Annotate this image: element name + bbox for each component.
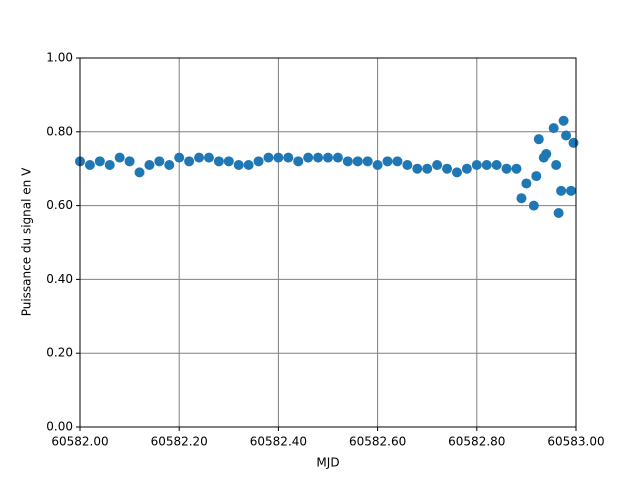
point [461,163,472,174]
point [94,156,105,167]
point [392,156,403,167]
point [471,160,482,171]
point [556,185,567,196]
x-axis-label: MJD [316,456,339,470]
point [313,152,324,163]
point [164,160,175,171]
point [174,152,185,163]
point [223,156,234,167]
plot-frame [79,57,577,428]
point [283,152,294,163]
point [203,152,214,163]
point [548,123,559,134]
point [144,160,155,171]
point [323,152,333,163]
point [303,152,314,163]
point [104,160,115,171]
point [422,163,433,174]
point [566,185,577,196]
point [362,156,373,167]
point [551,160,562,171]
x-tick-label: 60583.00 [547,435,604,449]
point [412,163,423,174]
point [558,115,569,126]
x-tick-label: 60582.60 [349,435,406,449]
point [233,160,244,171]
x-tick-label: 60582.20 [151,435,208,449]
point [124,156,135,167]
point [432,160,443,171]
point [528,200,539,211]
x-tick-label: 60582.80 [448,435,505,449]
point [352,156,363,167]
y-tick-label: 0.80 [46,124,73,138]
point [451,167,462,178]
point [114,152,125,163]
point [442,163,453,174]
y-tick-label: 0.00 [46,420,73,434]
point [561,130,572,141]
point [501,163,512,174]
point [342,156,353,167]
x-tick-label: 60582.00 [51,435,108,449]
point [243,160,254,171]
point [511,163,522,174]
point [184,156,195,167]
point [541,148,552,159]
point [194,152,205,163]
y-tick-label: 0.60 [46,198,73,212]
point [263,152,274,163]
point [481,160,492,171]
point [382,156,393,167]
point [213,156,224,167]
point [154,156,165,167]
point [293,156,304,167]
point [533,134,544,145]
point [332,152,343,163]
y-tick-label: 0.40 [46,272,73,286]
point [516,193,527,204]
point [253,156,264,167]
y-axis-label: Puissance du signal en V [20,167,34,316]
y-tick-label: 1.00 [46,51,73,65]
point [372,160,383,171]
point [491,160,502,171]
point [273,152,284,163]
point [531,171,542,182]
point [521,178,532,189]
point [134,167,145,178]
point [402,160,413,171]
point [568,137,579,148]
x-tick-label: 60582.40 [250,435,307,449]
point [553,207,564,218]
point [84,160,95,171]
y-tick-label: 0.20 [46,346,73,360]
